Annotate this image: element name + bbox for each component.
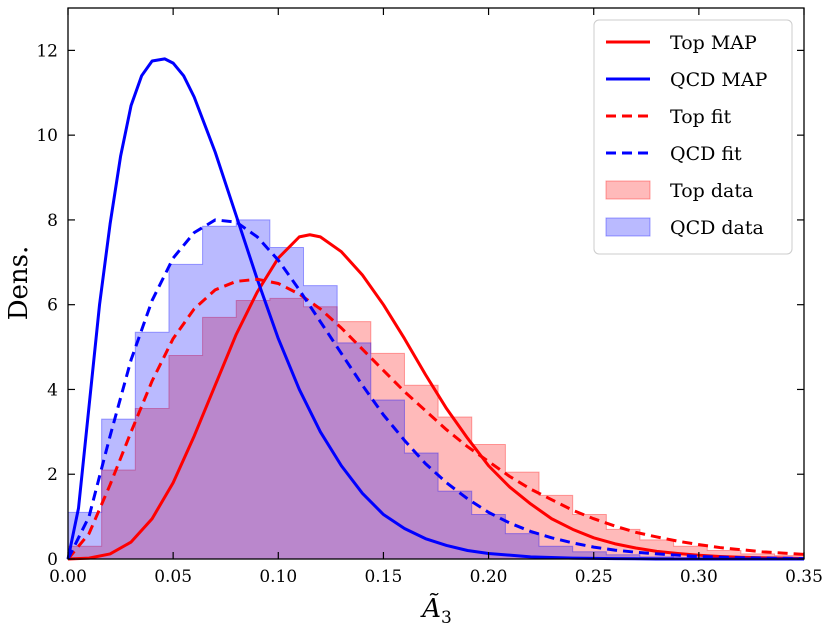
y-tick-label: 4 bbox=[47, 380, 58, 400]
legend-item: Top MAP bbox=[606, 32, 757, 54]
y-tick-label: 0 bbox=[47, 550, 58, 570]
x-axis-label-main: Ã bbox=[420, 592, 441, 624]
top-fit-curve bbox=[66, 277, 805, 560]
axis-label-layer: Dens. Ã3 bbox=[4, 246, 452, 628]
y-tick-label: 10 bbox=[36, 126, 58, 146]
x-axis-label-subscript: 3 bbox=[441, 608, 452, 628]
y-tick-label: 12 bbox=[36, 41, 58, 61]
x-axis-label: Ã3 bbox=[420, 592, 452, 628]
y-tick-label: 8 bbox=[47, 211, 58, 231]
y-axis-label: Dens. bbox=[4, 246, 34, 321]
legend: Top MAP QCD MAP Top fit QCD fit Top data QCD … bbox=[593, 19, 793, 255]
x-tick-label: 0.20 bbox=[470, 567, 508, 587]
legend-label: Top fit bbox=[670, 106, 732, 128]
tick-layer: 0.00 0.05 0.10 0.15 0.20 0.25 0.30 0.35 0 2 4 6 8 10 1… bbox=[36, 8, 823, 587]
legend-item: QCD data bbox=[605, 217, 764, 239]
top-map-curve bbox=[67, 233, 805, 561]
legend-item: Top fit bbox=[606, 106, 732, 128]
qcd-fit-curve bbox=[66, 218, 805, 561]
x-tick-label: 0.30 bbox=[680, 567, 718, 587]
legend-label: Top data bbox=[670, 180, 753, 202]
legend-item: QCD fit bbox=[606, 143, 742, 165]
x-tick-label: 0.25 bbox=[575, 567, 613, 587]
legend-swatch bbox=[605, 180, 651, 200]
y-tick-label: 6 bbox=[47, 296, 58, 316]
x-tick-label: 0.35 bbox=[785, 567, 823, 587]
x-tick-label: 0.10 bbox=[259, 567, 297, 587]
x-tick-label: 0.05 bbox=[154, 567, 192, 587]
curve-layer bbox=[66, 57, 805, 561]
x-tick-label: 0.00 bbox=[49, 567, 87, 587]
plot-frame bbox=[67, 7, 805, 560]
legend-item: Top data bbox=[605, 180, 753, 202]
legend-label: QCD fit bbox=[670, 143, 742, 165]
legend-label: QCD MAP bbox=[670, 69, 768, 91]
y-tick-label: 2 bbox=[47, 465, 58, 485]
x-tick-label: 0.15 bbox=[364, 567, 402, 587]
legend-item: QCD MAP bbox=[606, 69, 768, 91]
legend-swatch bbox=[605, 217, 651, 237]
legend-label: QCD data bbox=[670, 217, 764, 239]
qcd-map-curve bbox=[66, 57, 804, 561]
top-data-histogram bbox=[67, 297, 805, 560]
legend-label: Top MAP bbox=[670, 32, 757, 54]
